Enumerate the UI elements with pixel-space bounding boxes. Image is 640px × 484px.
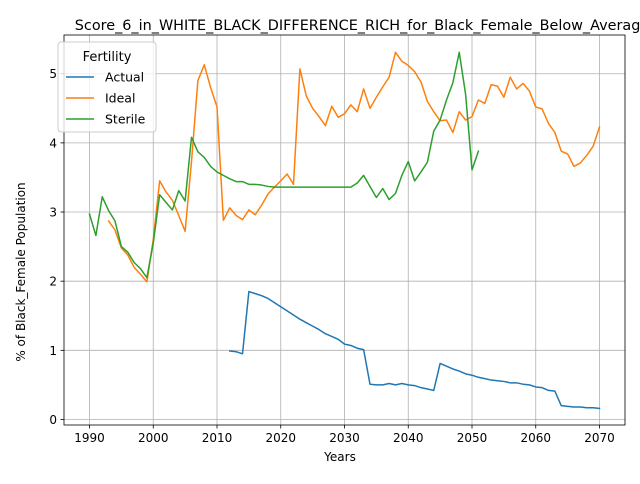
- x-axis: 1990 2000 2010 2020 2030 2040 2050 2060 2070: [74, 425, 615, 445]
- y-axis-label: % of Black_Female Population: [14, 182, 28, 361]
- legend-label-actual: Actual: [105, 70, 144, 85]
- legend-box: [57, 41, 157, 133]
- y-axis: 0 1 2 3 4 5: [49, 67, 64, 427]
- y-tick-label: 1: [49, 344, 57, 358]
- legend: Fertility Actual Ideal Sterile: [57, 41, 157, 133]
- y-tick-label: 0: [49, 413, 57, 427]
- x-tick-label: 2000: [138, 431, 169, 445]
- x-tick-label: 2010: [202, 431, 233, 445]
- series-line-ideal: [107, 51, 601, 283]
- y-tick-label: 4: [49, 136, 57, 150]
- series-line-sterile: [88, 51, 480, 279]
- x-tick-label: 2070: [584, 431, 615, 445]
- x-tick-label: 2020: [265, 431, 296, 445]
- x-tick-label: 2060: [520, 431, 551, 445]
- series-line-actual: [228, 290, 601, 410]
- x-tick-label: 1990: [74, 431, 105, 445]
- y-tick-label: 5: [49, 67, 57, 81]
- chart-title: Score_6_in_WHITE_BLACK_DIFFERENCE_RICH_f…: [75, 18, 640, 34]
- x-tick-label: 2040: [393, 431, 424, 445]
- legend-title: Fertility: [83, 50, 132, 65]
- y-tick-label: 2: [49, 275, 57, 289]
- grid: [64, 35, 625, 425]
- x-tick-label: 2030: [329, 431, 360, 445]
- y-tick-label: 3: [49, 206, 57, 220]
- series-layer: [88, 51, 601, 410]
- legend-label-ideal: Ideal: [105, 91, 135, 106]
- legend-label-sterile: Sterile: [105, 112, 146, 127]
- x-axis-label: Years: [323, 450, 356, 464]
- x-tick-label: 2050: [457, 431, 488, 445]
